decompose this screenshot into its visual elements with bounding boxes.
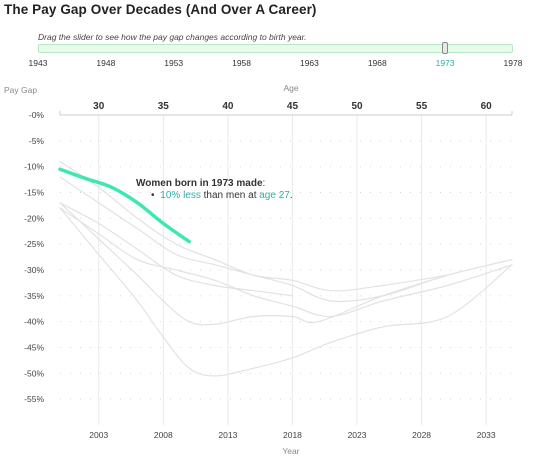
y-tick: -50%: [24, 368, 44, 378]
y-tick: -35%: [24, 291, 44, 301]
annotation: Women born in 1973 made: • 10% less than…: [136, 178, 293, 201]
annotation-age: age 27: [259, 190, 290, 201]
y-tick: -0%: [29, 110, 45, 120]
age-tick-40: 40: [222, 101, 234, 112]
slider-tick-1953: 1953: [164, 58, 184, 68]
series-line-5: [59, 202, 449, 326]
y-axis-label: Pay Gap: [4, 85, 37, 95]
x-tick-2033: 2033: [477, 430, 496, 440]
annotation-gap-value: 10% less: [160, 190, 201, 201]
annotation-heading-colon: :: [263, 178, 266, 189]
y-tick: -10%: [24, 162, 44, 172]
series-line-3: [59, 160, 449, 292]
age-tick-45: 45: [287, 101, 299, 112]
chart-axes: 2003 2008 2013 2018 2023 2028 2033 30 35 40 45 50 55…: [24, 101, 513, 440]
annotation-line: • 10% less than men at age 27.: [151, 190, 293, 201]
x-tick-2023: 2023: [348, 430, 367, 440]
y-tick: -25%: [24, 239, 44, 249]
series-line-1: [59, 202, 294, 297]
slider-tick-1943: 1943: [28, 58, 48, 68]
x-tick-2008: 2008: [154, 430, 173, 440]
series-line-4: [59, 207, 513, 318]
age-tick-55: 55: [416, 101, 428, 112]
y-tick: -30%: [24, 265, 44, 275]
page-title: The Pay Gap Over Decades (And Over A Car…: [4, 2, 317, 17]
birth-year-slider-track[interactable]: [38, 44, 513, 53]
slider-tick-1958: 1958: [232, 58, 252, 68]
chart-grid: [60, 115, 512, 425]
x-tick-2003: 2003: [89, 430, 108, 440]
y-tick: -40%: [24, 317, 44, 327]
series-line-6: [59, 207, 513, 377]
age-tick-35: 35: [158, 101, 170, 112]
age-tick-30: 30: [93, 101, 105, 112]
annotation-middle: than men at: [201, 190, 259, 201]
y-tick: -20%: [24, 213, 44, 223]
age-axis-label: Age: [283, 83, 298, 93]
age-tick-50: 50: [351, 101, 363, 112]
y-tick: -5%: [29, 136, 45, 146]
y-tick: -55%: [24, 394, 44, 404]
slider-instructions: Drag the slider to see how the pay gap c…: [38, 32, 307, 42]
annotation-end: .: [290, 190, 293, 201]
slider-tick-1973: 1973: [435, 58, 455, 68]
slider-tick-1978: 1978: [503, 58, 523, 68]
x-axis-label: Year: [282, 446, 299, 456]
slider-tick-1963: 1963: [299, 58, 319, 68]
annotation-heading: Women born in 1973 made:: [136, 178, 265, 189]
x-tick-2013: 2013: [218, 430, 237, 440]
x-tick-2018: 2018: [283, 430, 302, 440]
slider-tick-1968: 1968: [367, 58, 387, 68]
chart-series-lines: [58, 160, 513, 377]
slider-tick-1948: 1948: [96, 58, 116, 68]
y-tick: -45%: [24, 343, 44, 353]
age-tick-60: 60: [481, 101, 493, 112]
birth-year-slider-thumb[interactable]: [442, 42, 449, 54]
x-tick-2028: 2028: [412, 430, 431, 440]
annotation-heading-text: Women born in 1973 made: [136, 178, 263, 189]
annotation-bullet: •: [151, 190, 155, 201]
y-tick: -15%: [24, 188, 44, 198]
highlighted-series-line: [58, 167, 191, 244]
